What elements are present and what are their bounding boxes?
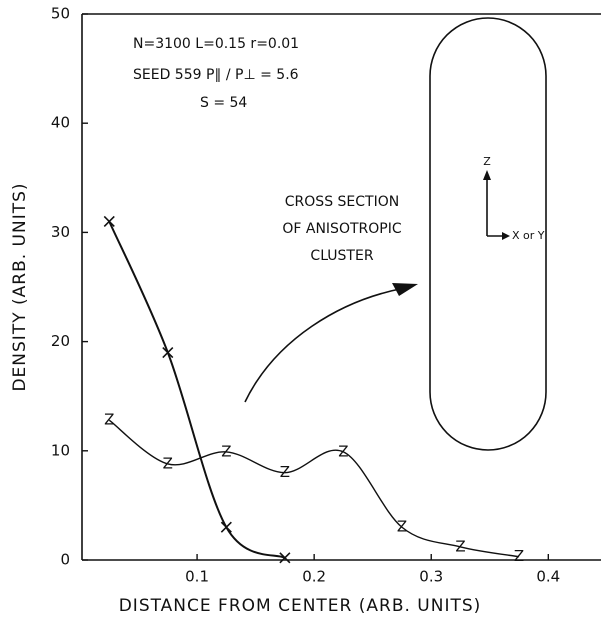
arrow-head bbox=[392, 283, 418, 296]
arrow-head bbox=[502, 232, 510, 240]
y-tick-label: 20 bbox=[51, 332, 70, 350]
frame bbox=[81, 13, 601, 561]
data-point: Z bbox=[397, 518, 407, 536]
annotation: S = 54 bbox=[200, 95, 247, 111]
x-tick-label: 0.3 bbox=[419, 568, 443, 586]
x-tick-label: 0.2 bbox=[302, 568, 326, 586]
series-line bbox=[108, 221, 286, 559]
annotation: N=3100 L=0.15 r=0.01 bbox=[133, 36, 299, 52]
data-point: Z bbox=[338, 442, 348, 460]
annotation: OF ANISOTROPIC bbox=[282, 221, 401, 237]
data-point bbox=[162, 346, 174, 359]
data-point: Z bbox=[514, 547, 524, 565]
y-tick-label: 0 bbox=[60, 551, 70, 569]
data-point bbox=[279, 552, 291, 564]
data-point: Z bbox=[280, 463, 290, 481]
x-tick-label: 0.1 bbox=[185, 568, 209, 586]
y-tick-label: 30 bbox=[51, 223, 70, 241]
y-tick-label: 50 bbox=[51, 5, 70, 23]
annotation: CLUSTER bbox=[310, 248, 373, 264]
arrow-head bbox=[483, 170, 491, 180]
y-axis-label: DENSITY (ARB. UNITS) bbox=[10, 182, 30, 391]
cluster-outline bbox=[429, 17, 547, 451]
annotation: X or Y bbox=[512, 229, 545, 242]
data-point: Z bbox=[163, 454, 173, 472]
y-tick-label: 10 bbox=[51, 441, 70, 459]
data-point: Z bbox=[104, 411, 114, 429]
series-line bbox=[108, 419, 520, 558]
data-point bbox=[103, 215, 115, 228]
annotation: Z bbox=[483, 155, 491, 168]
annotation: CROSS SECTION bbox=[285, 194, 399, 210]
x-tick-label: 0.4 bbox=[536, 568, 560, 586]
annotation: SEED 559 P∥ / P⊥ = 5.6 bbox=[133, 67, 299, 83]
x-axis-label: DISTANCE FROM CENTER (ARB. UNITS) bbox=[119, 596, 482, 616]
data-point: Z bbox=[455, 537, 465, 555]
pointer-arrow bbox=[244, 287, 406, 403]
data-point: Z bbox=[221, 442, 231, 460]
y-tick-label: 40 bbox=[51, 114, 70, 132]
data-point bbox=[220, 521, 232, 533]
